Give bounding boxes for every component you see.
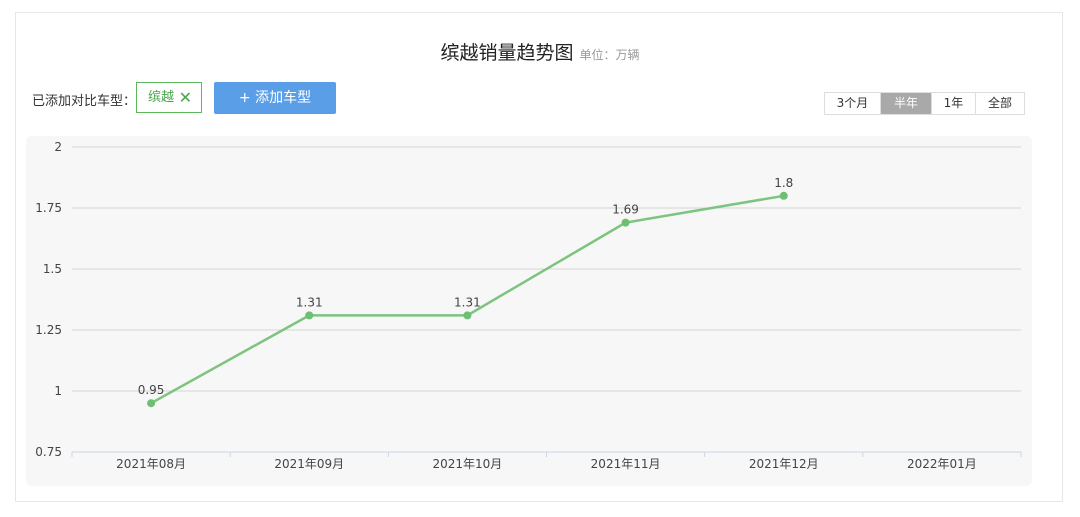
data-label: 1.8 <box>774 176 793 190</box>
x-tick-label: 2021年12月 <box>749 457 819 471</box>
data-label: 1.31 <box>296 295 323 309</box>
unit-label: 单位：万辆 <box>579 48 640 62</box>
x-tick-label: 2021年09月 <box>274 457 344 471</box>
y-tick-label: 0.75 <box>35 445 62 459</box>
x-tick-label: 2021年11月 <box>591 457 661 471</box>
data-point <box>463 311 472 320</box>
range-selector: 3个月 半年 1年 全部 <box>824 92 1025 115</box>
close-icon[interactable]: ✕ <box>178 88 192 107</box>
y-tick-label: 2 <box>54 140 62 154</box>
data-point <box>779 191 788 200</box>
data-point <box>621 218 630 227</box>
x-tick-label: 2021年10月 <box>433 457 503 471</box>
data-label: 1.69 <box>612 203 639 217</box>
add-model-button[interactable]: + 添加车型 <box>214 82 336 114</box>
range-3-months[interactable]: 3个月 <box>825 93 881 114</box>
compare-tag-label: 缤越 <box>148 90 175 105</box>
y-tick-label: 1 <box>54 384 62 398</box>
data-point <box>147 399 156 408</box>
range-half-year[interactable]: 半年 <box>881 93 932 114</box>
range-1-year[interactable]: 1年 <box>932 93 976 114</box>
x-tick-label: 2022年01月 <box>907 457 977 471</box>
x-tick-label: 2021年08月 <box>116 457 186 471</box>
data-point <box>305 311 314 320</box>
compare-tag[interactable]: 缤越 ✕ <box>136 82 202 113</box>
chart-title: 缤越销量趋势图 <box>440 42 574 64</box>
y-tick-label: 1.25 <box>35 323 62 337</box>
plot-area <box>26 136 1032 486</box>
data-label: 0.95 <box>138 383 165 397</box>
y-tick-label: 1.75 <box>35 201 62 215</box>
range-all[interactable]: 全部 <box>976 93 1024 114</box>
compare-label: 已添加对比车型： <box>32 94 137 109</box>
title-row: 缤越销量趋势图 单位：万辆 <box>0 38 1080 65</box>
y-tick-label: 1.5 <box>43 262 62 276</box>
data-label: 1.31 <box>454 295 481 309</box>
